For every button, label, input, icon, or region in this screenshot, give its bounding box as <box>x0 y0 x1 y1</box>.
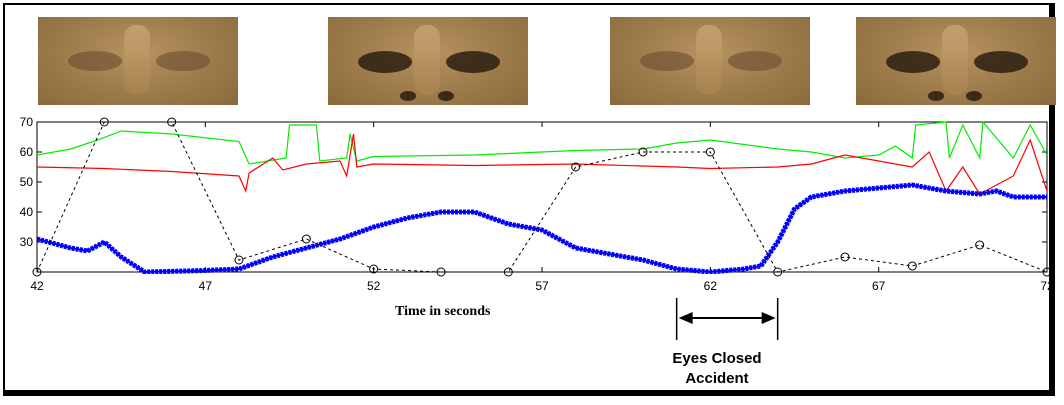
series-dashed-point-10 <box>705 147 715 157</box>
series-dashed-point-9 <box>638 147 648 157</box>
y-tick-label-40: 40 <box>20 205 34 219</box>
series-dashed-point-2 <box>167 117 177 127</box>
annotation-line-eyes-closed: Eyes Closed <box>672 350 762 367</box>
series-dashed-point-7 <box>503 267 513 277</box>
series-dashed-point-0 <box>32 267 42 277</box>
y-tick-label-30: 30 <box>20 235 34 249</box>
series-dashed-point-4 <box>301 234 311 244</box>
annotation-line-accident: Accident <box>685 370 749 387</box>
series-dashed-point-12 <box>840 252 850 262</box>
series-dashed-point-11 <box>773 267 783 277</box>
series-dashed-point-3 <box>234 255 244 265</box>
series-dashed-point-14 <box>975 240 985 250</box>
x-tick-label-42: 42 <box>30 279 44 293</box>
face-image-eyes-closed-1 <box>38 17 238 105</box>
x-tick-label-67: 67 <box>872 279 886 293</box>
y-tick-label-70: 70 <box>20 115 34 129</box>
series-dashed-point-1 <box>99 117 109 127</box>
series-blue-line <box>37 182 1047 274</box>
x-axis-label: Time in seconds <box>395 304 491 319</box>
series-dashed-point-8 <box>571 162 581 172</box>
y-tick-label-50: 50 <box>20 175 34 189</box>
face-image-eyes-closed-2 <box>610 17 810 105</box>
y-tick-label-60: 60 <box>20 145 34 159</box>
series-green-line <box>37 120 1047 165</box>
series-dashed-point-13 <box>907 261 917 271</box>
series-dashed-point-6 <box>436 267 446 277</box>
series-dashed-point-5 <box>369 264 379 274</box>
series-dashed-point-15 <box>1042 267 1052 277</box>
x-tick-label-57: 57 <box>535 279 549 293</box>
x-tick-label-72: 72 <box>1040 279 1054 293</box>
x-tick-label-52: 52 <box>367 279 381 293</box>
annotation-arrow-right-head <box>761 312 776 324</box>
face-image-eyes-open-2 <box>856 17 1056 105</box>
series-dashed-line <box>36 121 1048 273</box>
annotation-label: Eyes Closed Accident <box>664 349 770 389</box>
x-tick-label-47: 47 <box>199 279 213 293</box>
x-tick-label-62: 62 <box>704 279 718 293</box>
series-red-line <box>37 133 1047 195</box>
plot-area-border <box>36 121 1048 273</box>
series-blue-core <box>37 183 1047 274</box>
face-image-eyes-open-1 <box>328 17 528 105</box>
annotation-arrow-left-head <box>678 312 693 324</box>
